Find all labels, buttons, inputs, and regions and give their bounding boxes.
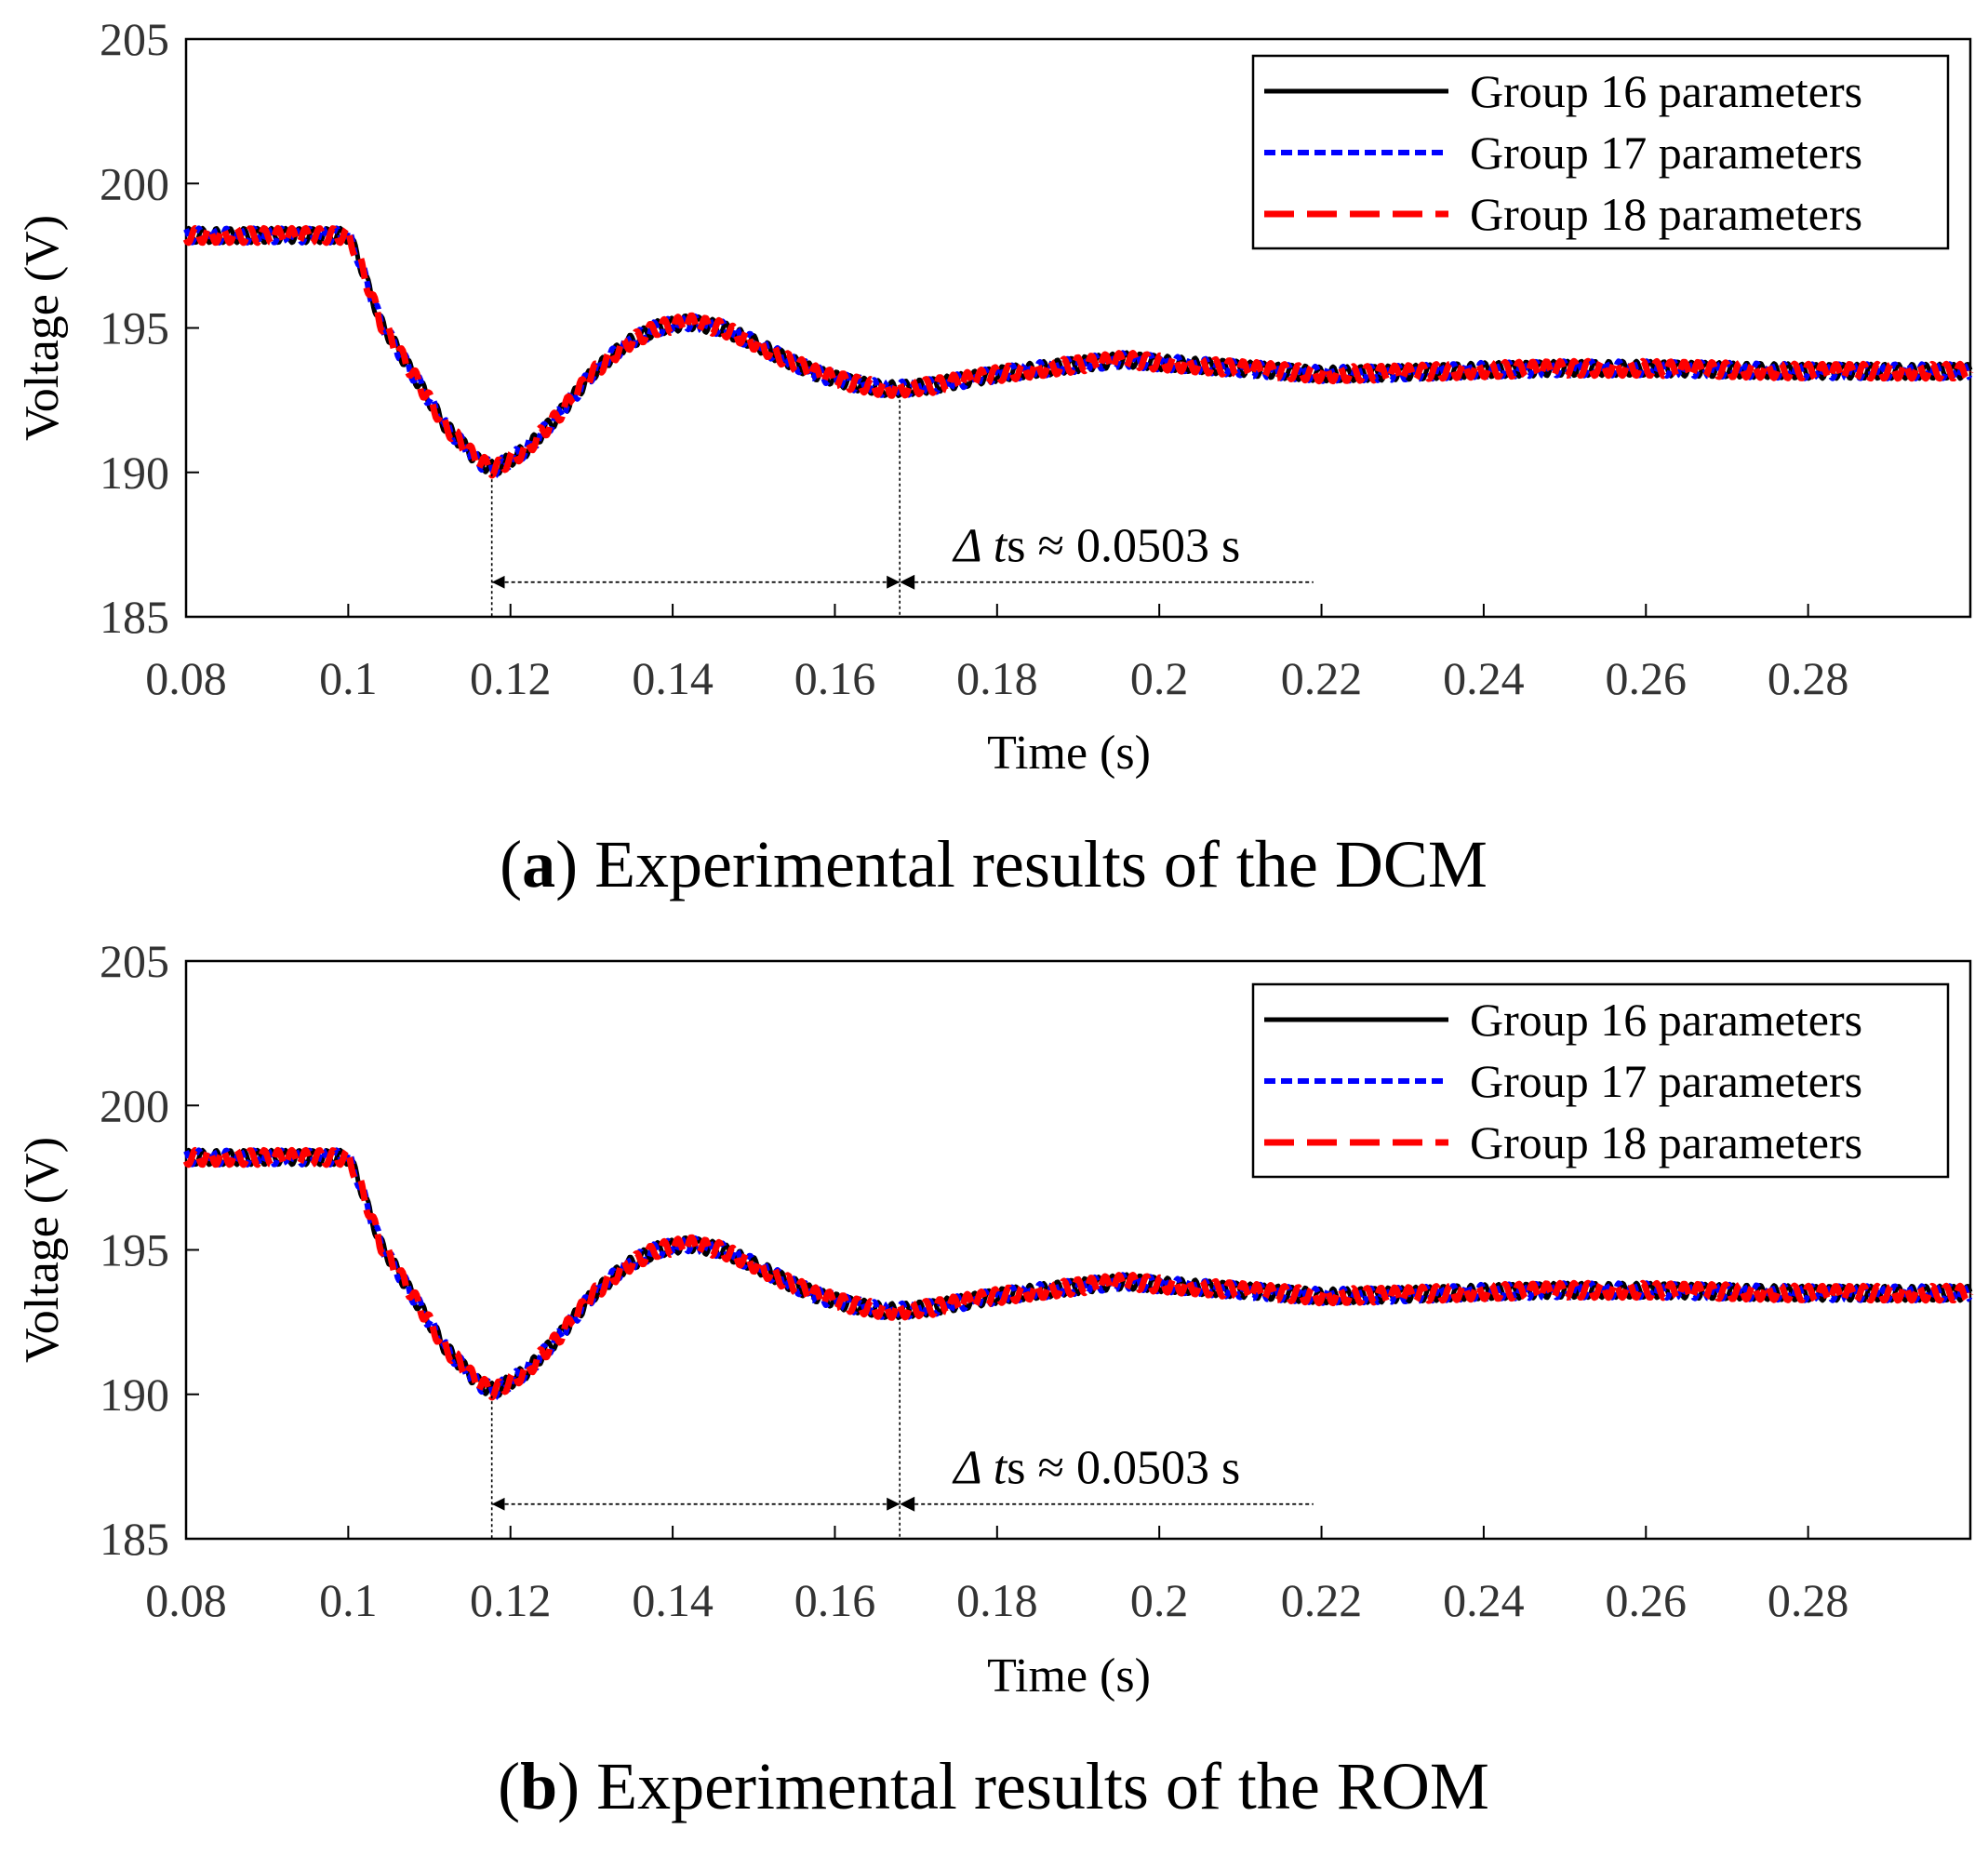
- panel-a-y-tick-label: 200: [100, 157, 169, 209]
- panel-a-y-axis-label: Voltage (V): [16, 215, 69, 441]
- panel-a-legend-label-16: Group 16 parameters: [1470, 65, 1862, 117]
- panel-b-annotation-t: t: [994, 1442, 1008, 1495]
- panel-a-series-line-16: [183, 225, 1973, 476]
- panel-a-letter: a: [522, 827, 555, 901]
- panel-b-annotation-delta: Δ: [952, 1442, 994, 1495]
- panel-a-x-tick-label: 0.2: [1130, 652, 1189, 704]
- panel-b-caption-text: Experimental results of the ROM: [580, 1749, 1489, 1823]
- panel-a-x-tick-label: 0.14: [632, 652, 714, 704]
- panel-a-y-tick-label: 205: [100, 13, 169, 65]
- panel-b-y-tick-label: 185: [100, 1513, 169, 1565]
- panel-b-x-tick-label: 0.18: [956, 1574, 1038, 1626]
- panel-b-x-axis-label: Time (s): [987, 1649, 1151, 1702]
- panel-a-legend-label-18: Group 18 parameters: [1470, 188, 1862, 240]
- panel-b-y-tick-label: 195: [100, 1224, 169, 1276]
- panel-b-x-tick-label: 0.14: [632, 1574, 714, 1626]
- panel-b-y-axis-label: Voltage (V): [16, 1137, 69, 1363]
- panel-a-y-tick-label: 190: [100, 447, 169, 499]
- panel-b-letter: b: [520, 1749, 557, 1823]
- panel-a-x-tick-label: 0.08: [145, 652, 227, 704]
- panel-b-y-tick-label: 200: [100, 1079, 169, 1131]
- panel-a-caption: (a) Experimental results of the DCM: [500, 827, 1488, 901]
- panel-a-x-tick-label: 0.12: [470, 652, 552, 704]
- panel-a-annotation-sub: s: [1007, 520, 1025, 573]
- panel-b-annotation-sub: s: [1007, 1442, 1025, 1495]
- panel-b-x-tick-label: 0.12: [470, 1574, 552, 1626]
- panel-b-legend-label-16: Group 16 parameters: [1470, 994, 1862, 1046]
- panel-a-x-tick-label: 0.26: [1606, 652, 1688, 704]
- panel-a-legend-label-17: Group 17 parameters: [1470, 127, 1862, 179]
- panel-a: 0.08 0.1 0.12 0.14 0.16 0.18 0.2 0.22 0.24 0.26 0.…: [16, 13, 1974, 780]
- panel-a-y-tick-label: 185: [100, 591, 169, 643]
- panel-a-annotation-arrowhead-back: [900, 574, 915, 590]
- panel-a-x-tick-label: 0.16: [794, 652, 876, 704]
- panel-a-caption-text: Experimental results of the DCM: [578, 827, 1488, 901]
- panel-b-letter-open: (: [498, 1749, 520, 1823]
- panel-a-x-tick-label: 0.1: [319, 652, 378, 704]
- panel-a-annotation-t: t: [994, 520, 1008, 573]
- panel-a-letter-open: (: [500, 827, 522, 901]
- panel-b-legend-label-18: Group 18 parameters: [1470, 1116, 1862, 1168]
- panel-a-series-line-17: [183, 225, 1973, 479]
- panel-b-annotation-arrowhead-back: [900, 1496, 915, 1512]
- panel-a-x-tick-label: 0.28: [1768, 652, 1849, 704]
- panel-b-x-tick-label: 0.2: [1130, 1574, 1189, 1626]
- panel-a-x-tick-label: 0.24: [1443, 652, 1525, 704]
- panel-b-letter-close: ): [557, 1749, 580, 1823]
- panel-b-caption: (b) Experimental results of the ROM: [498, 1749, 1489, 1823]
- panel-b-legend-label-17: Group 17 parameters: [1470, 1055, 1862, 1107]
- panel-b-y-tick-label: 205: [100, 935, 169, 987]
- panel-b-x-tick-label: 0.28: [1768, 1574, 1849, 1626]
- panel-a-annotation-value: ≈ 0.0503 s: [1025, 520, 1240, 573]
- panel-a-x-axis-label: Time (s): [987, 727, 1151, 780]
- panel-b-y-tick-label: 190: [100, 1369, 169, 1421]
- panel-a-letter-close: ): [555, 827, 578, 901]
- panel-b-x-tick-label: 0.24: [1443, 1574, 1525, 1626]
- panel-b-series-line-16: [183, 1147, 1973, 1398]
- panel-a-annotation-label: Δ ts ≈ 0.0503 s: [952, 520, 1240, 573]
- panel-b-series-line-17: [183, 1147, 1973, 1401]
- panel-a-x-tick-label: 0.22: [1281, 652, 1363, 704]
- panel-b-x-tick-label: 0.1: [319, 1574, 378, 1626]
- panel-b-x-tick-label: 0.22: [1281, 1574, 1363, 1626]
- panel-b-x-tick-label: 0.16: [794, 1574, 876, 1626]
- panel-b-annotation-value: ≈ 0.0503 s: [1025, 1442, 1240, 1495]
- panel-a-annotation-delta: Δ: [952, 520, 994, 573]
- panel-b-x-tick-label: 0.26: [1606, 1574, 1688, 1626]
- panel-b-annotation-label: Δ ts ≈ 0.0503 s: [952, 1442, 1240, 1495]
- panel-a-series-line-18: [182, 224, 1974, 479]
- panel-a-x-tick-label: 0.18: [956, 652, 1038, 704]
- panel-a-y-tick-label: 195: [100, 302, 169, 354]
- panel-b-series-line-18: [182, 1146, 1974, 1401]
- panel-b-x-tick-label: 0.08: [145, 1574, 227, 1626]
- panel-b: 0.08 0.1 0.12 0.14 0.16 0.18 0.2 0.22 0.24 0.26 0.…: [16, 935, 1974, 1702]
